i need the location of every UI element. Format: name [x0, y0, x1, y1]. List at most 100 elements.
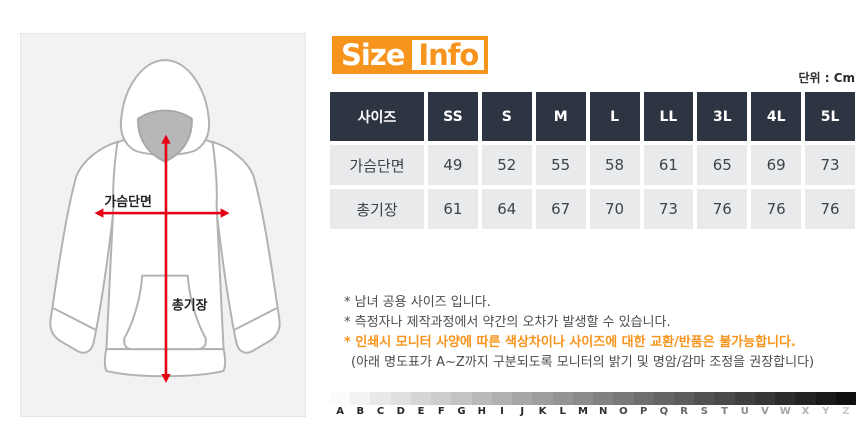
- size-table-value-cell: 76: [697, 189, 748, 229]
- size-table-value-cell: 52: [481, 145, 532, 185]
- size-table-value-cell: 70: [589, 189, 640, 229]
- grayscale-letter: H: [477, 406, 486, 417]
- chest-width-label: 가슴단면: [104, 194, 151, 210]
- grayscale-letter: O: [619, 406, 628, 417]
- grayscale-letter: U: [740, 406, 749, 417]
- size-table-value-cell: 64: [481, 189, 532, 229]
- grayscale-strip-segment: [694, 392, 715, 405]
- size-table-value-cell: 49: [428, 145, 478, 185]
- grayscale-strip-segment: [431, 392, 452, 405]
- grayscale-strip-segment: [734, 392, 755, 405]
- grayscale-strip-segment: [815, 392, 836, 405]
- grayscale-letter: L: [559, 406, 566, 417]
- grayscale-letter: C: [376, 406, 385, 417]
- hoodie-hood-opening: [137, 109, 193, 163]
- grayscale-strip-segment: [370, 392, 391, 405]
- grayscale-letter: M: [577, 406, 588, 417]
- size-table-value-cell: 76: [751, 189, 802, 229]
- grayscale-strip-segment: [451, 392, 472, 405]
- size-table-value-cell: 73: [643, 189, 694, 229]
- grayscale-strip-segment: [512, 392, 533, 405]
- grayscale-letter: T: [721, 406, 728, 417]
- grayscale-strip-segment: [795, 392, 816, 405]
- size-table-value-cell: 55: [535, 145, 586, 185]
- grayscale-strip-segment: [835, 392, 857, 405]
- grayscale-strip-segment: [572, 392, 594, 405]
- grayscale-letter: P: [639, 406, 648, 417]
- grayscale-strip-segment: [714, 392, 735, 405]
- grayscale-letter: E: [417, 406, 425, 417]
- grayscale-letter: Q: [659, 406, 669, 417]
- grayscale-strip-segment: [613, 392, 634, 405]
- size-table-header-cell: L: [589, 92, 640, 141]
- grayscale-strip-segment: [593, 392, 614, 405]
- size-table-header-cell: SS: [428, 92, 478, 141]
- size-info-banner: Size Info: [332, 36, 489, 74]
- hoodie-left-sleeve: [49, 140, 120, 354]
- size-table-header-cell: 5L: [805, 92, 855, 141]
- note-line: * 남녀 공용 사이즈 입니다.: [344, 295, 491, 310]
- hoodie-left-cuff-line: [52, 307, 96, 331]
- note-line: * 인쇄시 모니터 사양에 따른 색상차이나 사이즈에 대한 교환/반품은 불가…: [344, 335, 796, 350]
- grayscale-letter: V: [761, 406, 769, 417]
- size-diagram-panel: 가슴단면 총기장: [20, 33, 306, 417]
- grayscale-strip-segment: [390, 392, 411, 405]
- grayscale-strip-segment: [673, 392, 695, 405]
- grayscale-strip-segment: [633, 392, 654, 405]
- size-info-title-info: Info: [412, 40, 485, 70]
- grayscale-strip-segment: [330, 392, 351, 405]
- size-table-value-cell: 76: [805, 189, 855, 229]
- total-length-label: 총기장: [172, 297, 208, 313]
- note-line: * 측정자나 제작과정에서 약간의 오차가 발생할 수 있습니다.: [344, 315, 671, 330]
- grayscale-letter: A: [336, 406, 344, 417]
- grayscale-strip-segment: [350, 392, 371, 405]
- grayscale-strip-segment: [410, 392, 432, 405]
- size-table-value-cell: 73: [805, 145, 855, 185]
- hoodie-right-cuff-line: [234, 307, 278, 331]
- size-table-value-cell: 69: [751, 145, 802, 185]
- note-line: (아래 명도표가 A~Z까지 구분되도록 모니터의 밝기 및 명암/감마 조정을…: [351, 355, 815, 370]
- grayscale-letter: S: [700, 406, 708, 417]
- grayscale-letter: X: [801, 406, 810, 417]
- size-table-header-cell: 사이즈: [330, 92, 424, 141]
- grayscale-letter: R: [680, 406, 688, 417]
- hoodie-right-sleeve: [210, 140, 281, 354]
- size-table-row-label: 가슴단면: [330, 145, 424, 185]
- grayscale-letter: W: [779, 406, 791, 417]
- size-table-header-cell: LL: [643, 92, 694, 141]
- total-length-arrow: [161, 134, 171, 383]
- grayscale-strip-segment: [775, 392, 796, 405]
- size-table-value-cell: 65: [697, 145, 748, 185]
- size-table-value-cell: 61: [428, 189, 478, 229]
- grayscale-letter: Y: [822, 406, 830, 417]
- grayscale-strip-segment: [491, 392, 513, 405]
- size-table: 사이즈 SS S M L LL 3L 4L 5L 가슴단면 49 52 55 58 61 65 69 73 총기장 6…: [330, 92, 855, 229]
- size-table-header-cell: S: [481, 92, 532, 141]
- grayscale-strip-segment: [532, 392, 553, 405]
- grayscale-letter: I: [500, 406, 504, 417]
- grayscale-letter: G: [457, 406, 466, 417]
- grayscale-letter: J: [520, 406, 525, 417]
- grayscale-strip-segment: [471, 392, 492, 405]
- size-table-header-cell: M: [535, 92, 586, 141]
- grayscale-letter: D: [396, 406, 405, 417]
- size-table-value-cell: 67: [535, 189, 586, 229]
- hoodie-illustration: 가슴단면 총기장: [49, 59, 281, 383]
- grayscale-strip-segment: [552, 392, 573, 405]
- notes-block: * 남녀 공용 사이즈 입니다. * 측정자나 제작과정에서 약간의 오차가 발생…: [344, 293, 814, 373]
- size-table-header-cell: 3L: [697, 92, 748, 141]
- size-table-value-cell: 61: [643, 145, 694, 185]
- size-table-row-label: 총기장: [330, 189, 424, 229]
- grayscale-strip-segment: [653, 392, 674, 405]
- grayscale-letter: B: [356, 406, 365, 417]
- grayscale-strip-segment: [754, 392, 776, 405]
- chest-width-arrow: [94, 208, 230, 218]
- grayscale-letter: K: [538, 406, 547, 417]
- grayscale-letter: F: [437, 406, 445, 417]
- grayscale-calibration-strip: [330, 392, 857, 405]
- unit-label: 단위 : Cm: [798, 71, 855, 85]
- size-table-header-cell: 4L: [751, 92, 802, 141]
- grayscale-letter: Z: [842, 406, 850, 417]
